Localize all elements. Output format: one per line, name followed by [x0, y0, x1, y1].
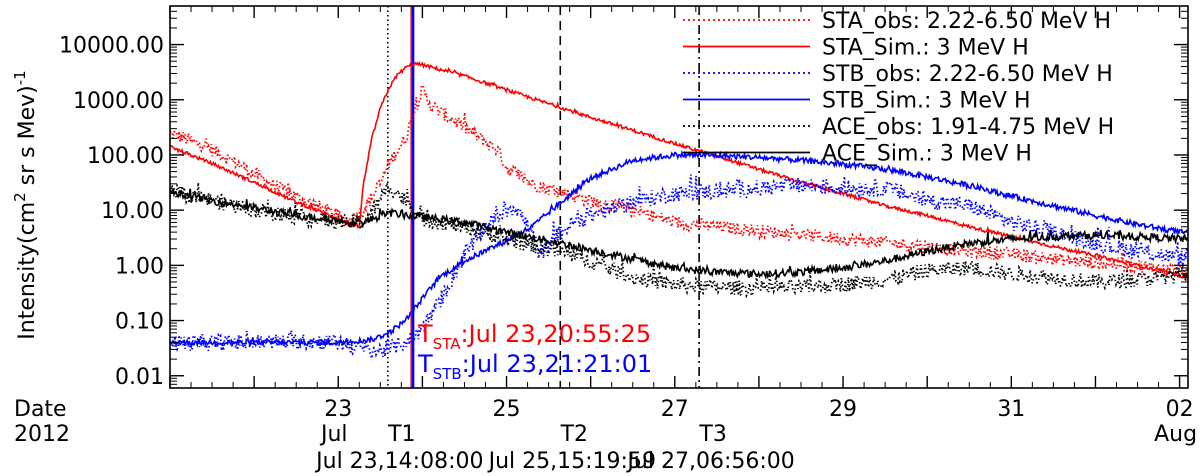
- series-line-0: [169, 83, 1189, 279]
- x-tick-label: 02: [1166, 397, 1194, 422]
- release-T: T: [417, 350, 433, 378]
- marker-label-T2: T2: [560, 422, 588, 447]
- release-sub: STA: [433, 335, 462, 353]
- series-line-5: [169, 187, 1189, 280]
- x-year-label: 2012: [14, 422, 70, 447]
- legend-label-5: ACE_Sim.: 3 MeV H: [822, 142, 1032, 167]
- series-line-2: [169, 174, 1189, 362]
- x-tick-sublabel: Aug: [1154, 422, 1197, 447]
- release-time: :Jul 23,20:55:25: [460, 320, 651, 348]
- x-tick-label: 27: [661, 397, 689, 422]
- release-time: :Jul 23,21:21:01: [462, 350, 653, 378]
- x-tick-label: 23: [324, 397, 352, 422]
- legend-label-0: STA_obs: 2.22-6.50 MeV H: [822, 9, 1111, 34]
- x-date-label: Date: [14, 397, 67, 422]
- series-line-3: [169, 149, 1189, 349]
- x-tick-label: 25: [493, 397, 521, 422]
- marker-time-T3: Jul 27,06:56:00: [625, 449, 794, 474]
- marker-label-T1: T1: [387, 422, 415, 447]
- y-tick-label: 1000.00: [73, 89, 164, 114]
- x-tick-sublabel: Jul: [319, 422, 348, 447]
- x-tick-label: 31: [997, 397, 1025, 422]
- reference-lines: [387, 6, 700, 388]
- y-tick-label: 100.00: [87, 144, 164, 169]
- y-tick-label: 10000.00: [59, 34, 164, 59]
- release-annotation-STA: TSTA:Jul 23,20:55:25: [417, 320, 651, 353]
- y-label-mid: sr s Mev): [15, 85, 40, 192]
- y-label-main: Intensity(cm: [15, 202, 40, 340]
- release-T: T: [417, 320, 433, 348]
- x-tick-label: 29: [829, 397, 857, 422]
- legend-label-3: STB_Sim.: 3 MeV H: [822, 89, 1031, 114]
- series-layer: [169, 60, 1189, 362]
- release-annotation-STB: TSTB:Jul 23,21:21:01: [417, 350, 652, 383]
- legend-label-2: STB_obs: 2.22-6.50 MeV H: [822, 62, 1113, 87]
- y-label-sup2: -1: [11, 70, 29, 85]
- y-tick-label: 0.01: [115, 365, 164, 390]
- y-axis-label: Intensity(cm2 sr s Mev)-1: [11, 70, 40, 339]
- legend-label-4: ACE_obs: 1.91-4.75 MeV H: [822, 115, 1114, 140]
- y-label-sup1: 2: [11, 192, 29, 202]
- axes: 10000.00 1000.00 100.00 10.00 1.00 0.10 0.01 In…: [11, 5, 1197, 447]
- y-tick-label: 1.00: [115, 254, 164, 279]
- release-sub: STB: [433, 365, 462, 383]
- series-line-1: [169, 60, 1189, 280]
- marker-time-T1: Jul 23,14:08:00: [314, 449, 483, 474]
- y-tick-label: 10.00: [101, 199, 164, 224]
- legend-label-1: STA_Sim.: 3 MeV H: [822, 36, 1029, 61]
- marker-label-T3: T3: [698, 422, 726, 447]
- marker-time-T2: Jul 25,15:19:59: [487, 449, 656, 474]
- plot-frame: [169, 5, 1189, 389]
- y-tick-label: 0.10: [115, 310, 164, 335]
